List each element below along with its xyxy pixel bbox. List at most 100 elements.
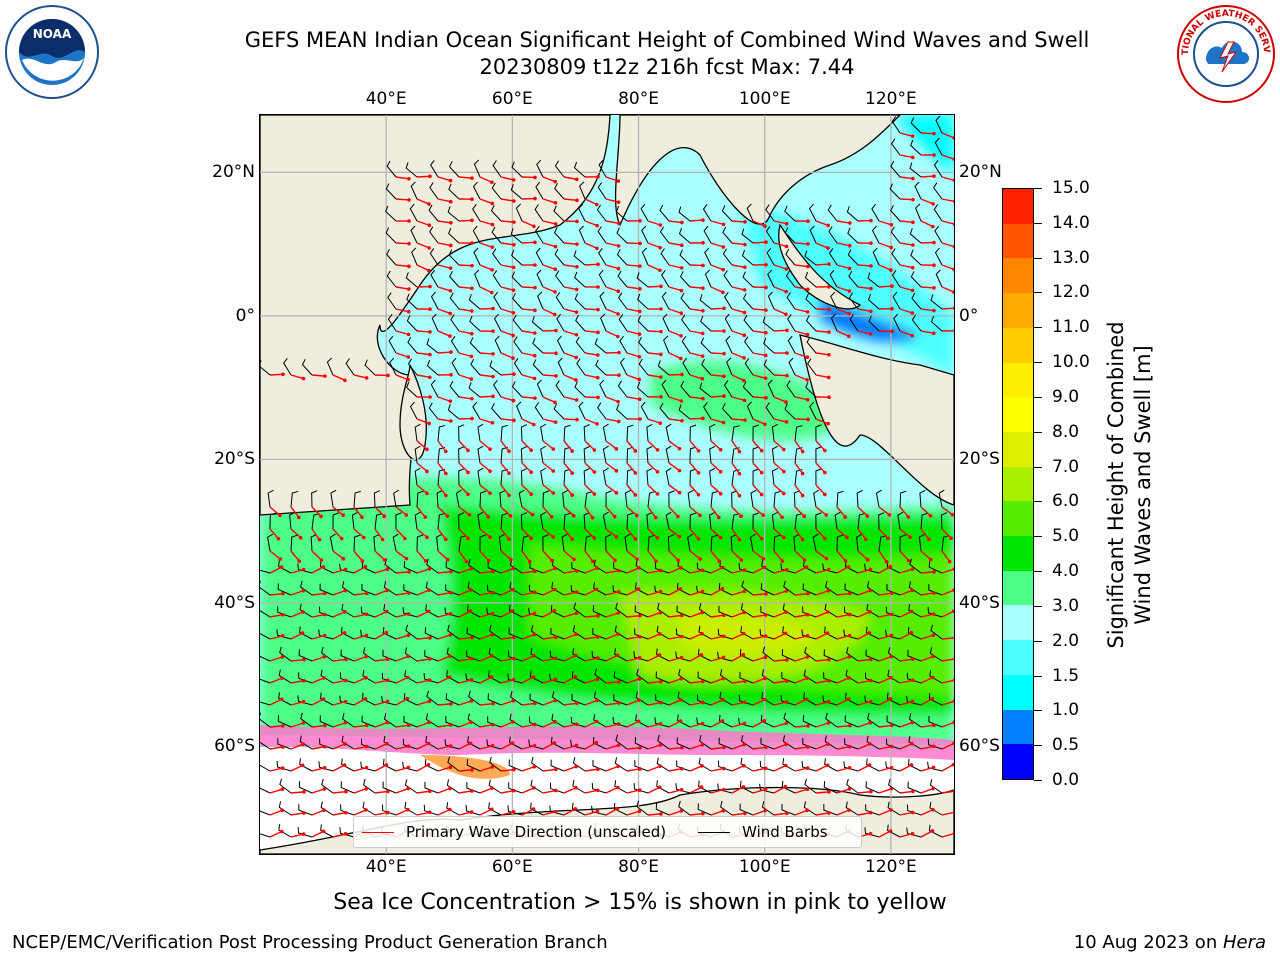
- wave-arrow: [374, 589, 388, 596]
- wave-arrow: [710, 588, 723, 596]
- wind-barb: [530, 625, 544, 640]
- wind-barb: [619, 357, 628, 376]
- wave-arrow: [815, 220, 829, 227]
- wave-arrowhead: [573, 674, 578, 679]
- wave-arrow: [479, 676, 492, 684]
- wind-barb: [822, 695, 838, 706]
- wave-arrow: [941, 506, 953, 516]
- wind-barb: [657, 602, 670, 618]
- wave-arrow: [710, 286, 724, 293]
- wave-arrowhead: [638, 613, 642, 618]
- wave-arrow: [689, 550, 701, 560]
- wave-arrow: [353, 566, 366, 574]
- wave-arrowhead: [405, 696, 410, 701]
- wave-arrowhead: [889, 654, 894, 659]
- wave-arrow: [710, 656, 724, 662]
- wave-arrowhead: [490, 245, 495, 250]
- wave-arrow: [731, 374, 745, 382]
- wave-arrowhead: [596, 635, 600, 639]
- wind-barb: [934, 247, 943, 266]
- wind-barb: [447, 206, 460, 222]
- wave-arrow: [542, 462, 554, 472]
- wave-arrow: [500, 484, 510, 496]
- wave-arrowhead: [491, 569, 495, 574]
- wind-barb: [773, 490, 781, 508]
- wave-arrow: [269, 528, 280, 540]
- wind-barb: [579, 181, 586, 200]
- wave-arrow: [563, 506, 575, 517]
- wind-barb: [698, 603, 712, 618]
- wave-arrowhead: [637, 355, 642, 359]
- wave-arrowhead: [928, 514, 933, 518]
- wave-arrowhead: [508, 514, 513, 518]
- wave-arrowhead: [847, 676, 851, 680]
- wave-arrowhead: [281, 591, 285, 596]
- wind-barb: [555, 292, 565, 310]
- wave-arrow: [668, 678, 682, 684]
- wind-barb: [847, 249, 859, 266]
- wave-arrowhead: [406, 309, 411, 314]
- wind-barb: [551, 713, 565, 728]
- wave-arrow: [290, 632, 303, 640]
- wave-arrowhead: [322, 633, 327, 638]
- colorbar-tick-label: 3.0: [1052, 595, 1080, 616]
- wind-barb: [405, 624, 418, 640]
- wind-barb: [414, 467, 421, 486]
- wave-arrowhead: [737, 493, 742, 498]
- wind-barb: [680, 292, 691, 310]
- wave-arrow: [815, 550, 827, 560]
- wind-barb: [865, 804, 880, 816]
- wave-arrowhead: [595, 656, 600, 660]
- wind-barb: [592, 759, 607, 772]
- wind-barb: [941, 535, 950, 552]
- wind-barb: [930, 294, 943, 310]
- colorbar-segment: [1003, 362, 1033, 398]
- wind-barb: [892, 291, 901, 310]
- wind-barb: [410, 181, 418, 200]
- wind-barb: [520, 512, 528, 530]
- wave-arrow: [920, 198, 934, 205]
- colorbar-tick-label: 9.0: [1052, 386, 1080, 407]
- wave-arrow: [773, 220, 787, 225]
- wave-arrowhead: [701, 679, 705, 684]
- wind-barb: [556, 313, 565, 332]
- wind-barb: [793, 533, 800, 552]
- wave-arrow: [710, 242, 724, 248]
- wind-barb: [553, 403, 565, 420]
- wind-barb: [676, 760, 691, 772]
- wave-arrow: [269, 614, 283, 618]
- wave-arrowhead: [570, 537, 574, 541]
- wind-barb: [477, 423, 484, 442]
- wind-barb: [449, 380, 460, 398]
- wave-arrowhead: [635, 513, 639, 518]
- wave-arrow: [836, 656, 850, 662]
- wind-barb: [572, 625, 586, 640]
- wave-arrowhead: [805, 310, 810, 314]
- wind-barb: [402, 738, 418, 750]
- wave-arrow: [836, 264, 850, 270]
- wave-arrow: [710, 352, 725, 355]
- wave-arrow: [857, 528, 867, 540]
- wind-barb: [665, 467, 672, 486]
- wave-arrowhead: [406, 633, 411, 637]
- wave-arrow: [626, 484, 636, 496]
- wind-barb: [535, 247, 544, 266]
- wave-arrowhead: [764, 285, 768, 290]
- wave-arrow: [794, 566, 807, 574]
- wave-arrow: [794, 308, 808, 313]
- wave-arrowhead: [614, 491, 619, 495]
- wave-arrow: [605, 462, 617, 472]
- wave-arrowhead: [595, 246, 599, 251]
- wave-arrow: [773, 374, 788, 377]
- wave-arrowhead: [951, 609, 954, 614]
- wave-arrow: [563, 484, 573, 496]
- wave-arrow: [542, 264, 556, 270]
- wave-arrowhead: [596, 614, 600, 618]
- wave-arrow: [605, 570, 619, 574]
- wave-arrowhead: [764, 240, 768, 244]
- wave-arrowhead: [466, 536, 470, 541]
- wave-arrowhead: [800, 471, 805, 476]
- wave-arrowhead: [595, 698, 599, 703]
- wave-arrow: [773, 550, 783, 562]
- wind-barb: [654, 717, 670, 728]
